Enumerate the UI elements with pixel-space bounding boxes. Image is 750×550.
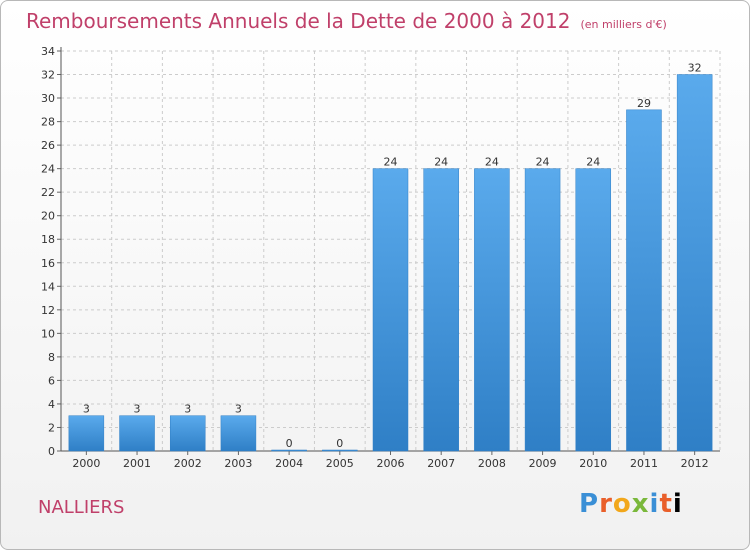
x-tick-label: 2006 (377, 457, 405, 470)
x-tick-label: 2008 (478, 457, 506, 470)
y-tick-label: 4 (48, 398, 55, 411)
bar-value-label: 3 (184, 403, 191, 416)
y-tick-label: 28 (41, 116, 55, 129)
bar (68, 415, 105, 452)
logo-letter: P (579, 489, 600, 519)
x-tick-label: 2005 (326, 457, 354, 470)
y-tick-label: 16 (41, 257, 55, 270)
y-tick-label: 24 (41, 163, 55, 176)
x-tick-label: 2011 (630, 457, 658, 470)
commune-name: NALLIERS (38, 497, 125, 518)
bar-layer: 3 3 3 3 0 0 24 24 24 24 24 29 32 (68, 62, 713, 452)
y-tick-label: 2 (48, 421, 55, 434)
y-tick-label: 6 (48, 374, 55, 387)
bar-value-label: 29 (637, 97, 651, 110)
bar-value-label: 24 (536, 156, 550, 169)
x-tick-label: 2000 (72, 457, 100, 470)
y-tick-label: 10 (41, 327, 55, 340)
bar (575, 168, 612, 452)
y-tick-label: 22 (41, 186, 55, 199)
x-tick-label: 2001 (123, 457, 151, 470)
bar (474, 168, 510, 452)
y-tick-label: 14 (41, 280, 55, 293)
bar-value-label: 24 (434, 156, 448, 169)
x-tick-label: 2007 (427, 457, 455, 470)
y-tick-label: 8 (48, 351, 55, 364)
bar (676, 74, 713, 452)
bar (524, 168, 561, 452)
logo-letter: i (672, 489, 683, 519)
bar-value-label: 24 (384, 156, 398, 169)
y-tick-label: 12 (41, 304, 55, 317)
title-line: Remboursements Annuels de la Dette de 20… (26, 9, 667, 33)
chart-title: Remboursements Annuels de la Dette de 20… (26, 9, 571, 33)
logo-letter: o (612, 489, 632, 519)
bar-value-label: 32 (688, 62, 702, 75)
bar (169, 415, 206, 452)
x-tick-label: 2010 (579, 457, 607, 470)
x-tick-label: 2002 (174, 457, 202, 470)
x-tick-label: 2004 (275, 457, 303, 470)
bar (220, 415, 257, 452)
logo-letter: r (599, 489, 613, 519)
y-tick-label: 26 (41, 139, 55, 152)
logo-letter: i (649, 489, 660, 519)
bar (626, 109, 662, 452)
y-tick-label: 34 (41, 45, 55, 58)
bar-value-label: 0 (336, 437, 343, 450)
x-tick-label: 2012 (681, 457, 709, 470)
bar-value-label: 3 (83, 403, 90, 416)
bar-value-label: 3 (235, 403, 242, 416)
y-tick-label: 18 (41, 233, 55, 246)
y-tick-label: 30 (41, 92, 55, 105)
bar-value-label: 24 (485, 156, 499, 169)
x-tick-label: 2003 (224, 457, 252, 470)
bar-value-label: 0 (286, 437, 293, 450)
bar (372, 168, 409, 452)
chart-unit: (en milliers d'€) (580, 18, 667, 31)
proxiti-logo: Proxiti (579, 489, 683, 519)
bar (423, 168, 459, 452)
logo-letter: x (631, 489, 650, 519)
logo-letter: t (659, 489, 673, 519)
bar (119, 415, 155, 452)
y-tick-label: 20 (41, 210, 55, 223)
bar-value-label: 24 (586, 156, 600, 169)
bar (322, 449, 358, 452)
bar-value-label: 3 (134, 403, 141, 416)
y-tick-label: 0 (48, 445, 55, 458)
y-tick-label: 32 (41, 69, 55, 82)
bar (271, 449, 307, 452)
x-tick-label: 2009 (529, 457, 557, 470)
